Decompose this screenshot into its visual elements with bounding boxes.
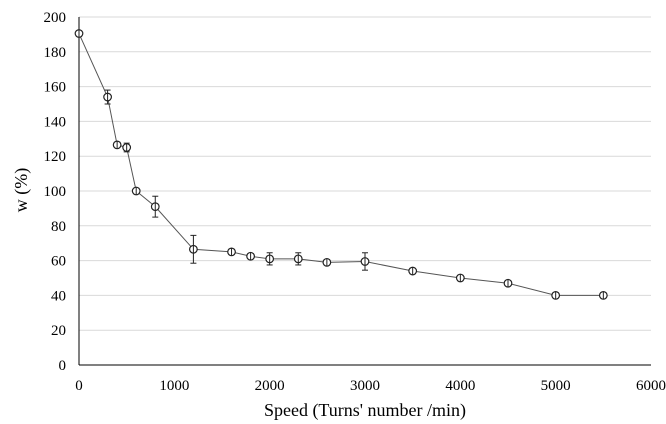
series-line <box>78 33 604 296</box>
y-tick-label: 180 <box>44 45 67 61</box>
data-point <box>188 244 198 254</box>
y-tick-label: 40 <box>51 288 66 304</box>
y-tick-label: 120 <box>44 149 67 165</box>
data-point <box>360 257 370 266</box>
x-tick-label: 4000 <box>445 378 475 394</box>
data-point <box>408 266 418 276</box>
data-point <box>503 278 513 288</box>
x-tick-label: 5000 <box>541 378 571 394</box>
y-axis-title: w (%) <box>11 168 32 212</box>
data-point <box>122 143 132 152</box>
x-tick-label: 2000 <box>255 378 285 394</box>
data-point <box>455 273 465 283</box>
data-point <box>103 92 112 102</box>
y-tick-label: 80 <box>51 219 66 235</box>
y-tick-label: 60 <box>51 254 66 270</box>
data-point <box>131 186 141 196</box>
data-point <box>112 140 122 150</box>
x-tick-label: 0 <box>75 378 83 394</box>
data-point <box>293 254 303 264</box>
y-tick-label: 200 <box>44 10 67 26</box>
x-tick-labels: 0 1000 2000 3000 4000 5000 6000 <box>75 378 666 394</box>
data-point <box>150 202 160 212</box>
y-tick-label: 0 <box>59 358 67 374</box>
x-tick-label: 6000 <box>636 378 666 394</box>
y-tick-label: 100 <box>44 184 67 200</box>
x-tick-label: 1000 <box>159 378 189 394</box>
y-tick-label: 140 <box>44 114 67 130</box>
data-point <box>227 247 236 257</box>
data-point <box>246 251 256 261</box>
x-axis-title: Speed (Turns' number /min) <box>264 400 466 421</box>
grid-lines <box>79 16 651 331</box>
data-point <box>322 257 332 267</box>
y-tick-labels: 0 20 40 60 80 100 120 140 160 180 200 <box>44 10 67 374</box>
y-tick-label: 20 <box>51 323 66 339</box>
x-tick-label: 3000 <box>350 378 380 394</box>
axes <box>78 17 651 366</box>
series <box>74 29 608 300</box>
data-point <box>598 291 608 300</box>
data-point <box>551 291 561 300</box>
data-point <box>265 254 275 264</box>
y-tick-label: 160 <box>44 80 67 96</box>
data-point <box>74 29 84 38</box>
